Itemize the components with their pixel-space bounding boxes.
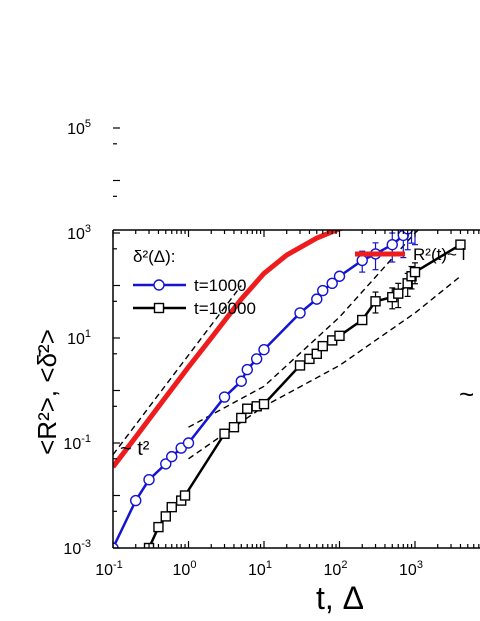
- data-point: [182, 437, 195, 449]
- legend-marker: [153, 302, 165, 314]
- legend-label: R²(t)~ l: [413, 245, 465, 264]
- data-point: [235, 375, 247, 387]
- data-point: [311, 348, 322, 360]
- data-point: [130, 494, 142, 507]
- y-tick-label: 10-1: [63, 433, 91, 453]
- series-line-1: [113, 230, 345, 469]
- data-point: [219, 428, 230, 439]
- data-point: [317, 284, 329, 297]
- data-point: [228, 421, 240, 433]
- data-point: [166, 501, 177, 513]
- x-axis-title: t, Δ: [316, 580, 364, 616]
- annotation-t2: ~ t²: [120, 438, 150, 460]
- legend-header: δ²(Δ):: [133, 247, 176, 266]
- data-point: [113, 542, 119, 548]
- annotation-tilde: ~: [459, 379, 474, 409]
- data-point: [357, 314, 368, 326]
- data-point: [294, 360, 306, 371]
- data-point: [334, 330, 345, 342]
- data-point: [258, 343, 270, 356]
- data-point: [258, 398, 270, 410]
- data-point: [160, 458, 172, 470]
- data-point: [153, 521, 164, 533]
- data-point: [333, 270, 346, 282]
- y-tick-label: 105: [67, 118, 91, 138]
- data-point: [294, 307, 306, 319]
- series-line-2: [113, 230, 409, 548]
- data-point: [356, 254, 368, 267]
- x-tick-label: 100: [173, 559, 197, 579]
- y-axis-title: <R²>, <δ̄²>: [32, 329, 62, 455]
- data-point: [250, 353, 263, 365]
- data-point: [410, 212, 420, 222]
- legend-label: t=10000: [194, 299, 256, 318]
- x-tick-label: 101: [248, 559, 272, 579]
- x-tick-label: 103: [399, 559, 423, 579]
- data-point: [393, 288, 404, 299]
- data-point: [236, 412, 247, 424]
- y-tick-label: 101: [67, 328, 91, 348]
- legend-marker: [153, 279, 165, 291]
- data-point: [407, 217, 417, 227]
- data-point: [326, 277, 338, 290]
- x-tick-label: 10-1: [95, 559, 123, 579]
- y-tick-label: 103: [67, 223, 91, 243]
- guide-line-1: [113, 285, 242, 456]
- data-point: [370, 296, 381, 307]
- data-point: [160, 511, 171, 522]
- data-point: [242, 403, 253, 414]
- data-point: [143, 473, 155, 486]
- data-point: [455, 239, 466, 250]
- data-point: [386, 238, 398, 251]
- data-point: [218, 391, 231, 403]
- legend-label: t=1000: [194, 276, 246, 295]
- y-tick-label: 10-3: [63, 538, 91, 558]
- data-point: [409, 266, 421, 278]
- x-tick-label: 102: [324, 559, 348, 579]
- data-point: [179, 490, 191, 501]
- data-point: [311, 293, 323, 305]
- data-point: [317, 340, 328, 352]
- data-point: [166, 450, 178, 463]
- data-point: [241, 363, 253, 376]
